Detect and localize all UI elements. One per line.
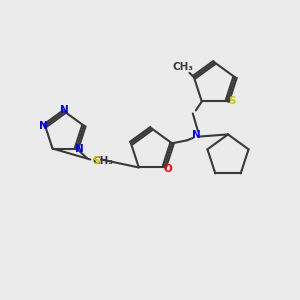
Text: S: S	[228, 97, 236, 106]
Text: N: N	[39, 121, 48, 131]
Text: CH₃: CH₃	[92, 156, 113, 166]
Text: S: S	[92, 156, 99, 166]
Text: CH₃: CH₃	[173, 62, 194, 72]
Text: N: N	[75, 143, 84, 154]
Text: N: N	[192, 130, 201, 140]
Text: N: N	[60, 105, 69, 115]
Text: O: O	[164, 164, 172, 174]
